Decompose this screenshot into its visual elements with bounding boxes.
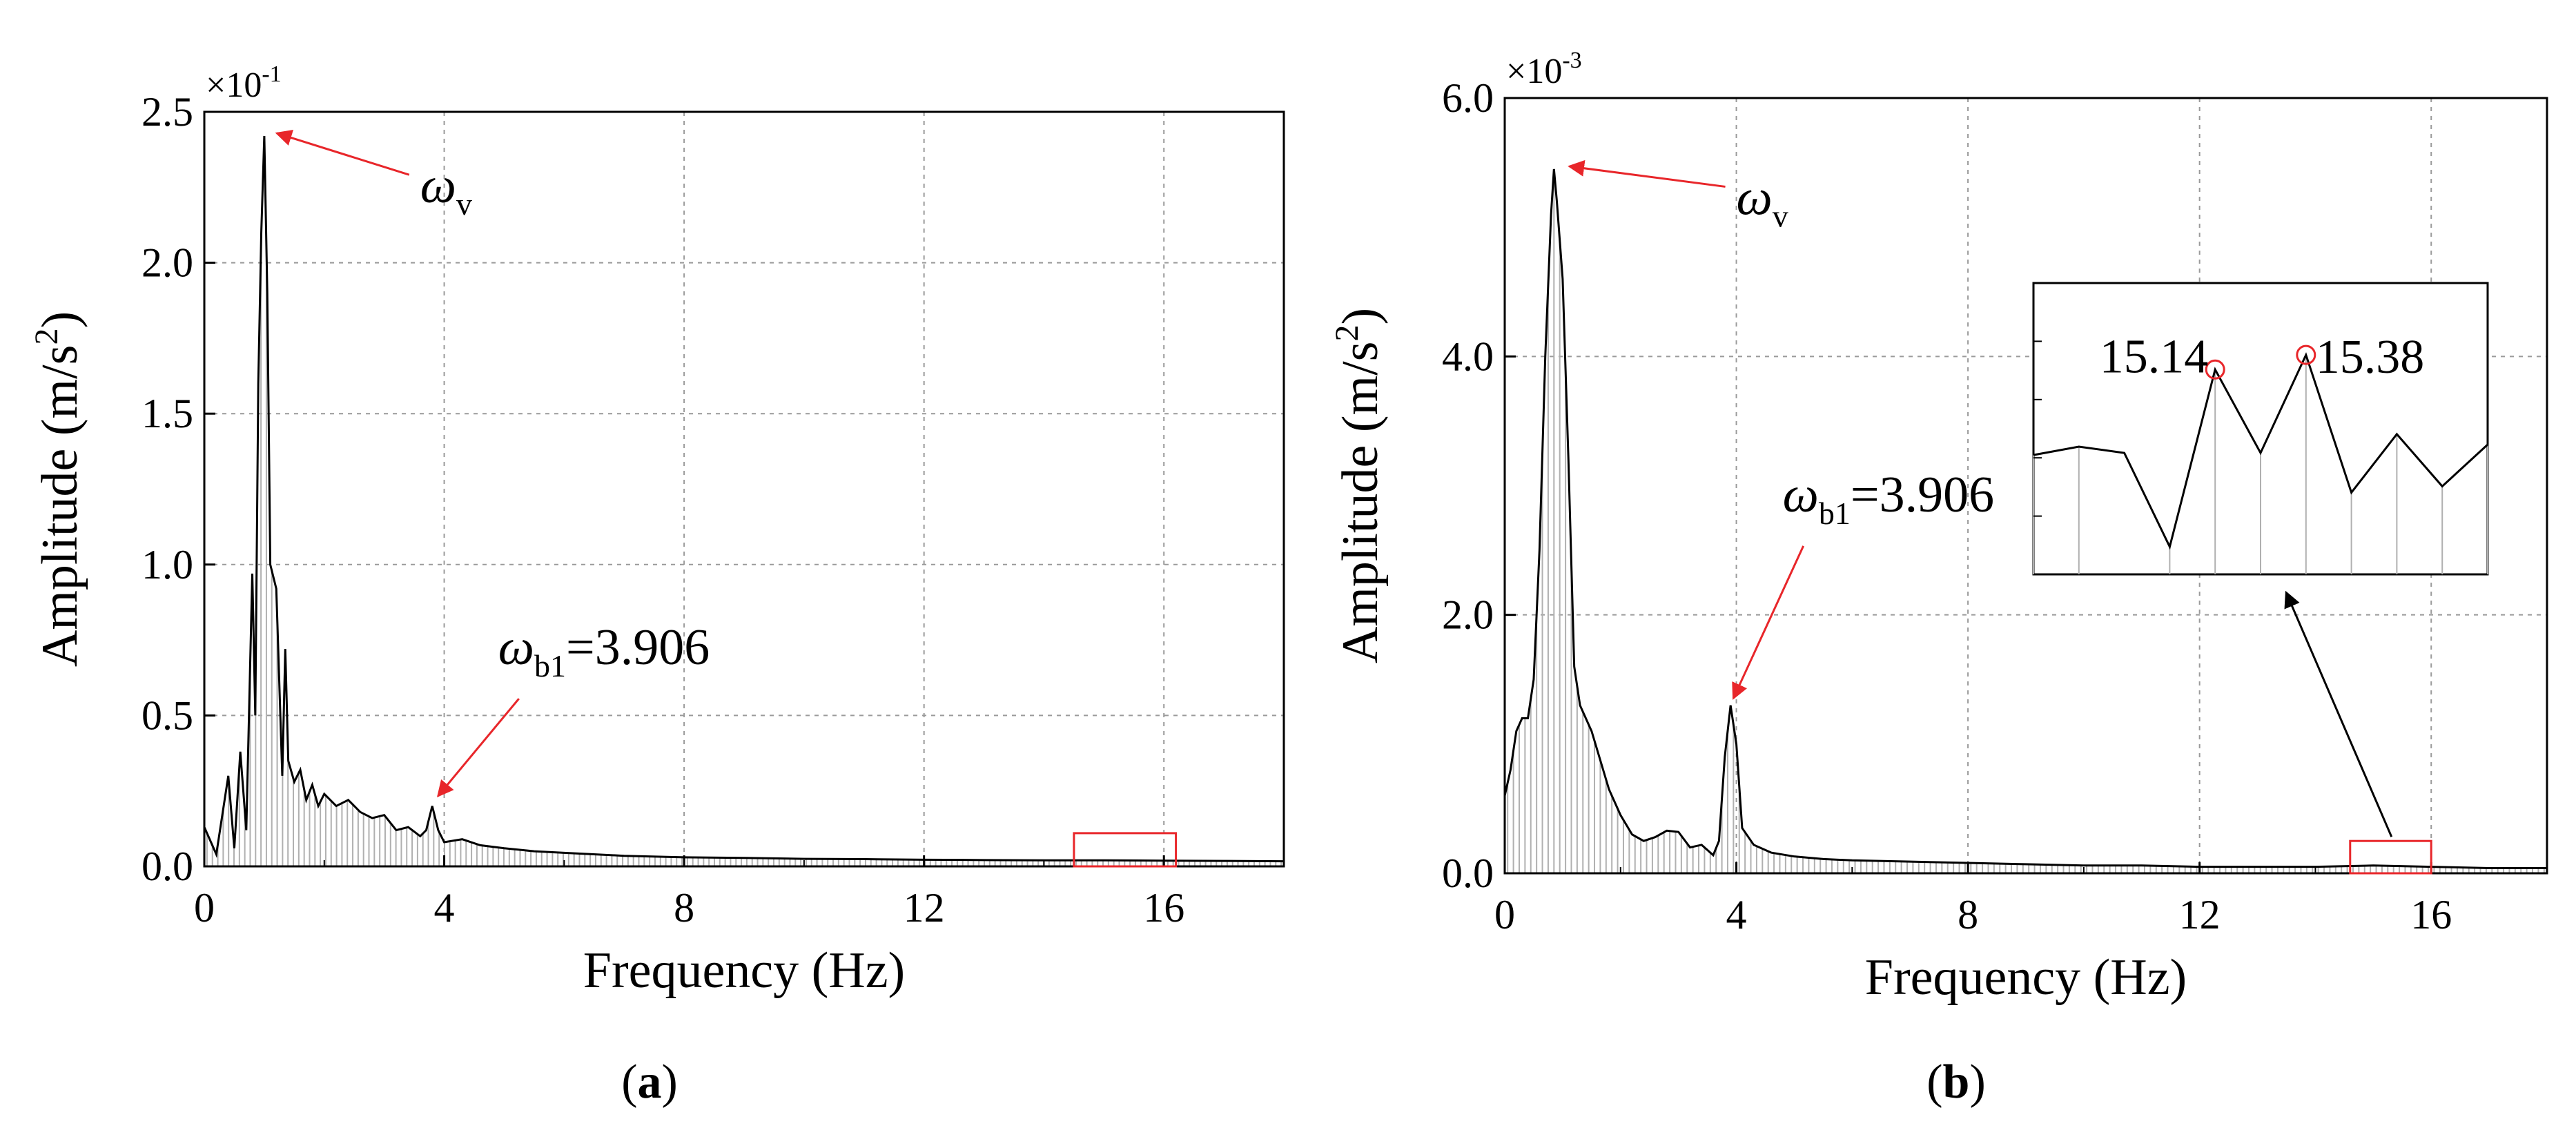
inset-zoom-b: 15.14 15.38 [2032,282,2489,837]
ticks-a: 0 4 8 12 16 0.0 0.5 1.0 1.5 2.0 2.5 [142,89,1184,931]
inset-peak-marker [2205,359,2225,380]
x-tick-label-a: 4 [434,885,455,931]
series-line-b [1503,168,2547,870]
x-tick-label-b: 8 [1958,892,1978,937]
x-tick-label-b: 0 [1494,892,1515,937]
y-tick-label-b: 0.0 [1442,850,1494,896]
y-tick-label-b: 6.0 [1442,75,1494,121]
highlight-box-a [1073,832,1178,868]
x-axis-label-b: Frequency (Hz) [1865,949,2187,1006]
annotation-arrow-b [1568,159,1726,188]
y-multiplier-a: ×10-1 [206,61,282,105]
y-axis-label-b: Amplitude (m/s2) [1329,308,1389,663]
inset-peak-label: 15.14 [2100,330,2209,383]
annotations-a: ωv ωb1=3.906 [275,129,710,798]
inset-peak-label: 15.38 [2316,331,2425,384]
y-tick-label-a: 1.5 [142,391,193,436]
inset-line [2033,352,2489,550]
x-tick-label-a: 0 [194,885,215,931]
highlight-box-b [2349,839,2432,875]
y-tick-label-a: 0.0 [142,844,193,889]
ticks-b: 0 4 8 12 16 0.0 2.0 4.0 6.0 [1442,75,2452,937]
y-tick-label-a: 2.0 [142,240,193,286]
chart-panel-a: 0 4 8 12 16 0.0 0.5 1.0 1.5 2.0 2.5 ωv ωb1=3.906 ×1… [28,61,1285,1109]
x-tick-label-a: 8 [674,885,694,931]
annotation-label-a: ωv [420,157,472,222]
x-tick-label-a: 16 [1143,885,1184,931]
x-tick-label-b: 16 [2410,892,2452,937]
x-tick-label-b: 12 [2179,892,2221,937]
grid-a [204,112,1284,866]
y-multiplier-b: ×10-3 [1506,48,1582,91]
y-tick-label-b: 2.0 [1442,592,1494,638]
x-tick-label-a: 12 [904,885,945,931]
annotations-b: ωv ωb1=3.906 [1568,159,1994,700]
annotation-label-a: ωb1=3.906 [498,619,710,683]
inset-pointer-arrow [2284,590,2393,837]
x-tick-label-b: 4 [1726,892,1747,937]
caption-a: (a) [621,1056,678,1109]
series-line-a [203,135,1285,863]
annotation-label-b: ωv [1737,169,1788,233]
y-axis-label-a: Amplitude (m/s2) [28,311,88,667]
annotation-arrow-a [436,698,520,798]
annotation-label-b: ωb1=3.906 [1783,467,1994,531]
annotation-arrow-b [1732,545,1805,700]
caption-b: (b) [1926,1056,1986,1109]
plot-frame-b [1503,97,2548,875]
y-tick-label-a: 1.0 [142,542,193,587]
y-tick-label-b: 4.0 [1442,333,1494,379]
y-tick-label-a: 0.5 [142,692,193,738]
x-axis-label-a: Frequency (Hz) [583,942,905,999]
stems-b [1507,168,2545,873]
inset-peak-marker [2296,344,2316,365]
stems-a [206,246,1282,866]
y-tick-label-a: 2.5 [142,89,193,135]
annotation-arrow-a [275,129,410,176]
plot-frame-a [203,110,1285,868]
